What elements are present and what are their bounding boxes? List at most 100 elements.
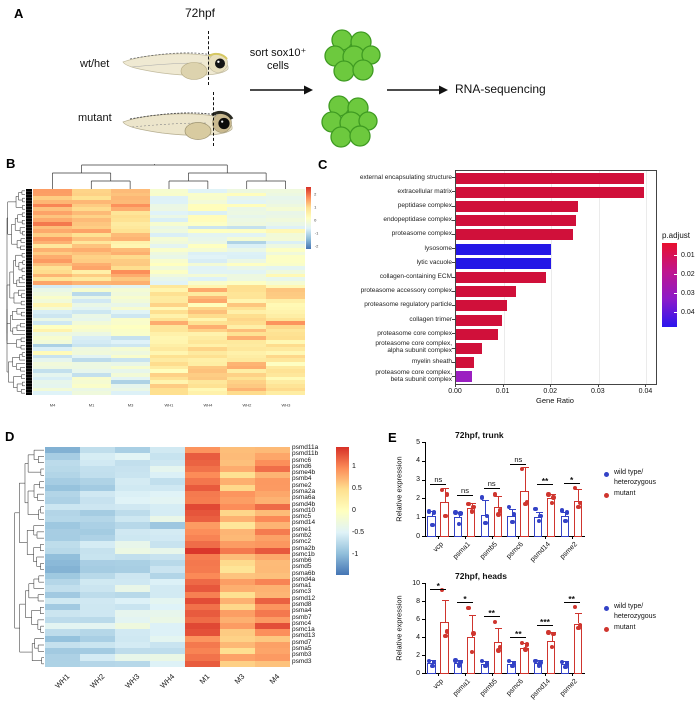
heatmap-cell — [220, 660, 256, 668]
panel-c-category-label: collagen trimer — [409, 315, 452, 323]
y-tick-label: 6 — [416, 615, 420, 623]
heatmap-cell — [185, 579, 221, 586]
x-axis-line — [425, 673, 585, 674]
heatmap-cell — [71, 350, 112, 355]
heatmap-cell — [149, 255, 189, 260]
heatmap-cell — [188, 200, 228, 205]
panel-c-tick-mark — [452, 333, 455, 335]
gene-label: psmd4b — [292, 500, 316, 508]
heatmap-cell — [150, 478, 186, 486]
error-bar-line — [551, 631, 553, 641]
heatmap-cell — [110, 273, 150, 278]
y-axis-line — [425, 583, 426, 673]
heatmap-cell — [45, 472, 81, 479]
heatmap-cell — [33, 317, 73, 322]
heatmap-cell — [80, 541, 116, 548]
panel-c-category-label: proteasome core complex — [377, 329, 452, 337]
heatmap-cell — [71, 358, 112, 363]
heatmap-cell — [220, 560, 256, 567]
heatmap-cell — [110, 350, 150, 355]
heatmap-cell — [220, 579, 256, 586]
error-bar-cap — [495, 495, 503, 497]
heatmap-cell — [266, 292, 306, 297]
heatmap-cell — [266, 192, 306, 197]
heatmap-cell — [149, 391, 189, 396]
heatmap-cell — [220, 648, 256, 655]
data-point-dot — [533, 658, 538, 664]
heatmap-cell — [266, 218, 306, 223]
panel-c-category-label: peptidase complex — [397, 201, 452, 209]
legend-mutant-dot-2 — [604, 627, 609, 632]
cell-icon — [352, 59, 374, 81]
heatmap-cell — [220, 472, 256, 479]
heatmap-cell — [33, 314, 73, 319]
heatmap-cell — [45, 572, 81, 580]
heatmap-cell — [149, 247, 189, 252]
heatmap-cell — [150, 459, 186, 467]
heatmap-cell — [266, 233, 306, 238]
heatmap-cell — [71, 354, 112, 359]
heatmap-cell — [110, 200, 150, 205]
heatmap-cell — [71, 244, 112, 249]
gene-label: psma4 — [292, 607, 312, 615]
heatmap-cell — [71, 236, 112, 241]
heatmap-cell — [150, 597, 186, 605]
panel-a-letter: A — [14, 6, 24, 21]
x-tick-mark — [438, 673, 440, 676]
heatmap-cell — [80, 547, 116, 555]
heatmap-cell — [255, 497, 291, 504]
heatmap-cell — [45, 447, 81, 454]
heatmap-cell — [255, 547, 291, 555]
heatmap-cell — [110, 380, 150, 385]
heatmap-cell — [149, 258, 189, 263]
data-point-dot — [511, 512, 517, 517]
gene-label: psmb3 — [292, 651, 312, 659]
data-point-dot — [456, 663, 462, 668]
heatmap-cell — [188, 328, 228, 333]
data-point-dot — [431, 660, 437, 665]
gene-label: psmd11a — [292, 444, 319, 451]
heatmap-cell — [266, 336, 306, 341]
heatmap-cell — [227, 325, 267, 330]
heatmap-cell — [266, 358, 306, 363]
arrow-1-icon — [250, 85, 313, 95]
y-tick-mark — [422, 498, 425, 500]
panel-c-tick-mark — [452, 304, 455, 306]
y-tick-label: 4 — [416, 633, 420, 641]
heatmap-cell — [266, 391, 306, 396]
gene-label: psmd11b — [292, 450, 319, 458]
heatmap-cell — [149, 365, 189, 370]
heatmap-cell — [266, 376, 306, 381]
data-point-dot — [479, 495, 485, 500]
heatmap-cell — [188, 336, 228, 341]
heatmap-cell — [45, 478, 81, 486]
heatmap-cell — [266, 339, 306, 344]
heatmap-cell — [115, 516, 151, 523]
heatmap-cell — [110, 266, 150, 271]
data-point-dot — [563, 664, 568, 669]
heatmap-cell — [150, 516, 186, 523]
heatmap-cell — [220, 610, 256, 618]
heatmap-cell — [110, 262, 150, 267]
significance-label: ns — [434, 475, 443, 485]
gene-label: psmd12 — [292, 594, 316, 602]
heatmap-cell — [188, 376, 228, 381]
heatmap-cell — [188, 236, 228, 241]
heatmap-cell — [80, 560, 116, 567]
heatmap-cell — [185, 610, 221, 618]
heatmap-cell — [227, 266, 267, 271]
heatmap-cell — [71, 211, 112, 216]
heatmap-cell — [220, 478, 256, 486]
y-tick-mark — [422, 536, 425, 537]
heatmap-cell — [110, 255, 150, 260]
red-bar — [493, 506, 502, 537]
heatmap-cell — [80, 472, 116, 479]
data-point-dot — [506, 504, 512, 510]
heatmap-cell — [33, 244, 73, 249]
heatmap-cell — [110, 369, 150, 374]
heatmap-cell — [110, 189, 150, 194]
heatmap-cell — [188, 247, 228, 252]
panel-d-column-label: M1 — [197, 672, 211, 686]
heatmap-cell — [185, 566, 221, 574]
heatmap-cell — [33, 196, 73, 201]
